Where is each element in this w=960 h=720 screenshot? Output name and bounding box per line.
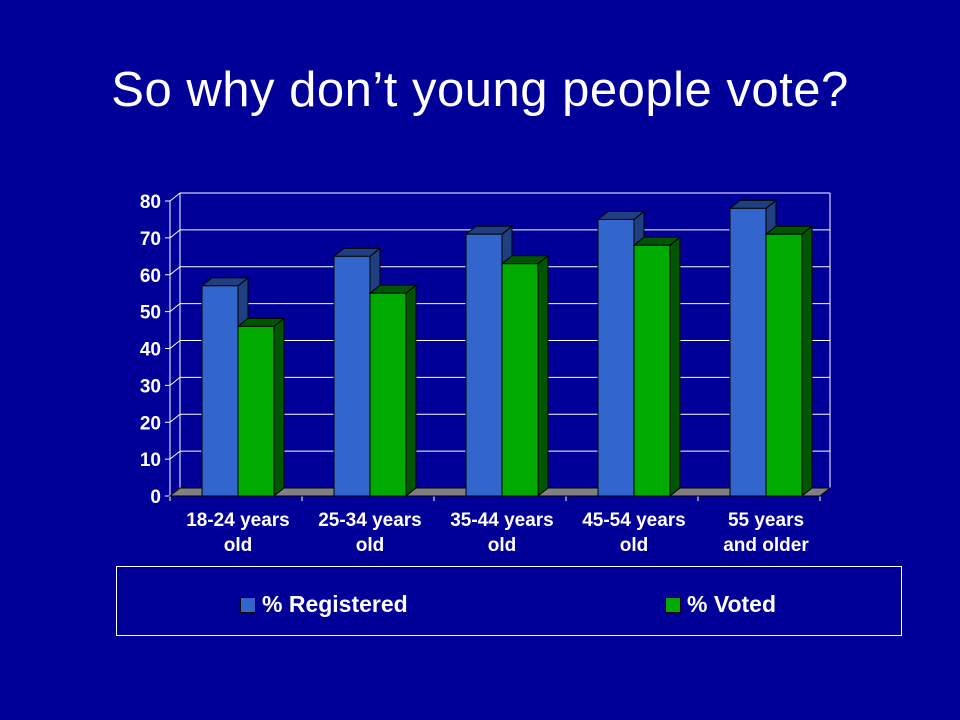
y-tick-label: 10	[140, 450, 161, 471]
bar-side	[537, 254, 549, 498]
legend-swatch-voted	[665, 596, 681, 613]
gridline-diagonal	[169, 413, 181, 423]
x-tick-label: 18-24 years	[186, 510, 290, 531]
y-tick-label: 0	[150, 487, 161, 508]
x-tick-label: old	[224, 535, 253, 556]
bar-front	[201, 285, 239, 497]
x-tick-label: 25-34 years	[318, 510, 422, 531]
y-axis-ticks: 0 10 20 30 40 50 60 70 80	[140, 192, 161, 508]
bar-side	[669, 236, 681, 498]
legend-item-voted: % Voted	[665, 591, 776, 618]
bar-front	[333, 255, 371, 497]
chart-bars	[200, 199, 814, 498]
bar-voted	[368, 284, 418, 498]
bar-front	[465, 233, 503, 497]
bar-front	[501, 263, 539, 497]
x-tick-label: 55 years	[728, 510, 804, 531]
y-tick-label: 40	[140, 340, 161, 361]
x-tick-label: old	[356, 535, 385, 556]
legend-item-registered: % Registered	[240, 591, 408, 618]
x-tick-label: old	[488, 535, 517, 556]
gridline-diagonal	[169, 340, 181, 349]
bar-front	[633, 244, 671, 497]
bar-front	[237, 325, 275, 497]
x-tick-label: 35-44 years	[450, 510, 554, 531]
bar-side	[801, 225, 813, 498]
gridline-diagonal	[169, 303, 181, 313]
bar-side	[405, 284, 417, 498]
chart-legend: % Registered % Voted	[116, 566, 902, 636]
y-tick-label: 30	[140, 376, 161, 397]
gridline-diagonal	[169, 450, 181, 460]
y-tick-label: 60	[140, 266, 161, 287]
gridline-diagonal	[169, 192, 181, 202]
bar-front	[369, 292, 407, 497]
y-tick-label: 20	[140, 413, 161, 434]
x-tick-label: 45-54 years	[582, 510, 686, 531]
slide-title: So why don’t young people vote?	[111, 63, 849, 117]
gridline-diagonal	[169, 266, 181, 276]
y-tick-label: 70	[140, 229, 161, 250]
y-tick-label: 80	[140, 192, 161, 213]
bar-voted	[632, 236, 682, 498]
legend-label-registered: % Registered	[262, 591, 408, 617]
x-axis-ticks: 18-24 years old 25-34 years old 35-44 years o…	[186, 510, 809, 556]
bar-voted	[500, 254, 550, 498]
bar-front	[765, 233, 803, 497]
bar-front	[597, 218, 635, 497]
y-tick-label: 50	[140, 303, 161, 324]
bar-front	[729, 207, 767, 497]
gridline-diagonal	[169, 376, 181, 386]
bar-voted	[764, 225, 814, 498]
legend-swatch-registered	[240, 596, 256, 613]
x-tick-label: old	[620, 535, 649, 556]
legend-label-voted: % Voted	[687, 591, 777, 617]
x-tick-label: and older	[723, 535, 809, 556]
gridline-diagonal	[169, 229, 181, 239]
bar-side	[273, 317, 285, 498]
bar-voted	[236, 317, 286, 498]
